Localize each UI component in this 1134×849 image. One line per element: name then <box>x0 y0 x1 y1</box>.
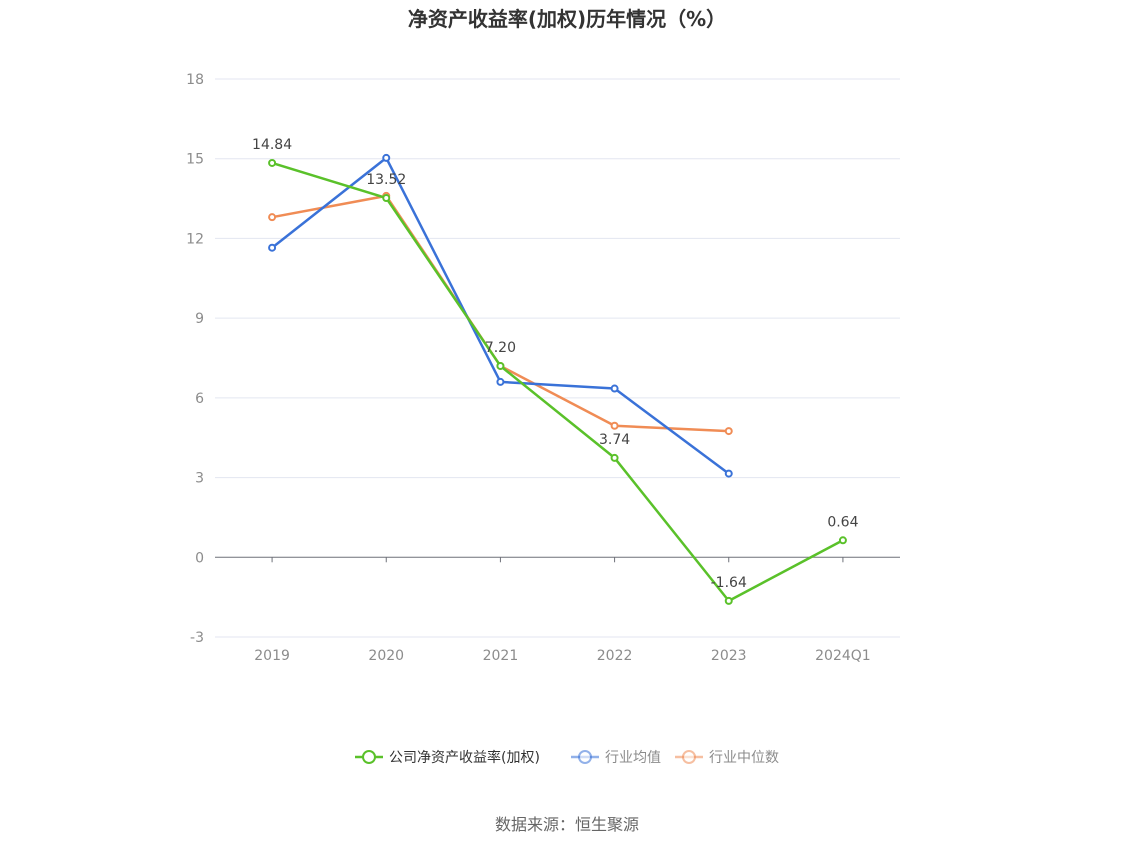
legend-label: 行业均值 <box>605 750 661 766</box>
grid <box>215 78 900 638</box>
data-point[interactable] <box>724 427 733 436</box>
data-point[interactable] <box>268 158 277 167</box>
data-point[interactable] <box>724 596 733 605</box>
data-labels: 14.84 13.52 7.20 3.74 -1.64 0.64 <box>252 137 859 591</box>
data-label: 7.20 <box>485 340 516 356</box>
y-tick-label: 12 <box>186 231 204 247</box>
x-tick-label: 2021 <box>483 648 519 664</box>
chart-title: 净资产收益率(加权)历年情况（%） <box>408 7 726 31</box>
y-tick-label: -3 <box>190 630 204 646</box>
data-point[interactable] <box>268 213 277 222</box>
data-point[interactable] <box>268 243 277 252</box>
y-tick-label: 15 <box>186 152 204 168</box>
data-point[interactable] <box>382 194 391 203</box>
data-point[interactable] <box>382 153 391 162</box>
legend-label: 行业中位数 <box>709 750 779 766</box>
data-label: 0.64 <box>827 514 858 530</box>
legend-item[interactable]: 行业中位数 <box>675 750 779 766</box>
legend: 公司净资产收益率(加权) 行业均值 行业中位数 <box>355 749 779 766</box>
x-tick-label: 2023 <box>711 648 747 664</box>
data-source: 数据来源：恒生聚源 <box>495 815 639 834</box>
data-label: 13.52 <box>366 172 406 188</box>
data-label: 14.84 <box>252 137 292 153</box>
legend-marker <box>362 750 376 764</box>
legend-item[interactable]: 公司净资产收益率(加权) <box>355 749 540 766</box>
x-tick-label: 2022 <box>597 648 633 664</box>
data-point[interactable] <box>496 377 505 386</box>
data-point[interactable] <box>610 384 619 393</box>
data-point[interactable] <box>610 421 619 430</box>
data-point[interactable] <box>610 453 619 462</box>
data-point[interactable] <box>838 536 847 545</box>
data-point[interactable] <box>724 469 733 478</box>
legend-marker <box>578 750 592 764</box>
data-label: -1.64 <box>711 575 747 591</box>
data-point[interactable] <box>496 361 505 370</box>
y-tick-label: 18 <box>186 72 204 88</box>
series-line <box>271 194 729 433</box>
data-label: 3.74 <box>599 432 630 448</box>
x-tick-label: 2019 <box>254 648 290 664</box>
axes: -3 0 3 6 9 12 15 18 2019 2020 2021 2022 2023 2024Q1 <box>186 72 900 664</box>
y-tick-label: 6 <box>195 391 204 407</box>
series-area <box>268 153 847 605</box>
x-tick-label: 2024Q1 <box>815 648 871 664</box>
y-tick-label: 0 <box>195 550 204 566</box>
series-line <box>271 161 844 603</box>
y-tick-label: 9 <box>195 311 204 327</box>
legend-item[interactable]: 行业均值 <box>571 750 661 766</box>
y-tick-label: 3 <box>195 471 204 487</box>
legend-marker <box>682 750 696 764</box>
legend-label: 公司净资产收益率(加权) <box>389 749 540 766</box>
x-tick-label: 2020 <box>368 648 404 664</box>
